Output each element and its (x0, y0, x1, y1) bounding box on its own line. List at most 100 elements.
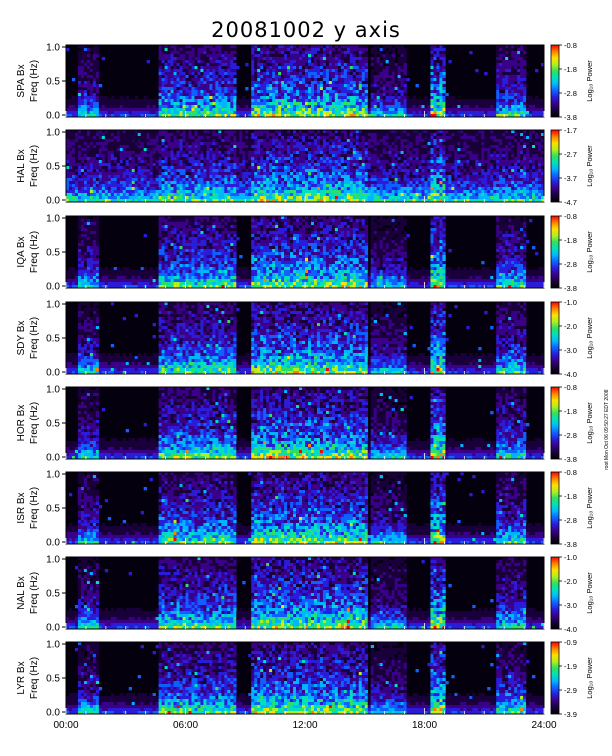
y-tick-label: 1.0 (46, 555, 60, 566)
colorbar-tick-label: -1.8 (564, 236, 577, 245)
colorbar-tick-label: -3.9 (564, 710, 577, 719)
colorbar-tick-label: -3.8 (564, 113, 577, 122)
colorbar (550, 129, 560, 203)
y-tick-label: 0.5 (46, 504, 60, 515)
colorbar-tick-label: -3.8 (564, 540, 577, 549)
timestamp-text: root Mon Oct 06 09:50:27 EDT 2008 (604, 389, 610, 470)
y-axis-label: Freq (Hz) (29, 60, 40, 102)
y-tick-label: 0.0 (46, 708, 60, 719)
colorbar (550, 471, 560, 545)
y-tick-label: 0.5 (46, 162, 60, 173)
colorbar-tick-label: -4.7 (564, 198, 577, 207)
colorbar-tick-label: -2.8 (564, 89, 577, 98)
y-tick-label: 0.5 (46, 419, 60, 430)
colorbar-tick-label: -2.9 (564, 686, 577, 695)
colorbar-tick-label: -0.8 (564, 468, 577, 477)
spectrogram-texture (66, 642, 544, 714)
colorbar-tick-label: -0.9 (564, 638, 577, 647)
y-tick-label: 1.0 (46, 214, 60, 225)
y-tick-label: 0.0 (46, 196, 60, 207)
spectrogram-texture (66, 130, 544, 202)
colorbar (550, 44, 560, 118)
station-label: ISR Bx (16, 492, 27, 523)
spectrogram-texture (66, 216, 544, 288)
x-tick-label: 12:00 (292, 720, 317, 731)
colorbar-tick-label: -1.8 (564, 407, 577, 416)
colorbar-tick-label: -3.7 (564, 174, 577, 183)
figure-title: 20081002 y axis (0, 18, 612, 42)
y-axis-label: Freq (Hz) (29, 317, 40, 359)
colorbar-tick-label: -1.0 (564, 553, 577, 562)
y-tick-label: 0.0 (46, 623, 60, 634)
colorbar-tick-label: -2.8 (564, 516, 577, 525)
colorbar-tick-label: -2.8 (564, 260, 577, 269)
colorbar (550, 641, 560, 715)
y-axis-label: Freq (Hz) (29, 231, 40, 273)
x-tick-label: 18:00 (412, 720, 437, 731)
colorbar-tick-label: -0.8 (564, 41, 577, 50)
y-axis-label: Freq (Hz) (29, 402, 40, 444)
y-tick-label: 0.5 (46, 248, 60, 259)
colorbar (550, 556, 560, 630)
colorbar-tick-label: -1.8 (564, 492, 577, 501)
y-tick-label: 0.0 (46, 538, 60, 549)
station-label: IQA Bx (16, 236, 27, 267)
x-tick-label: 06:00 (173, 720, 198, 731)
y-axis-label: Freq (Hz) (29, 572, 40, 614)
colorbar-tick-label: -2.0 (564, 322, 577, 331)
colorbar (550, 215, 560, 289)
colorbar-tick-label: -0.8 (564, 383, 577, 392)
colorbar-tick-label: -2.8 (564, 431, 577, 440)
colorbar-tick-label: -0.8 (564, 212, 577, 221)
colorbar-tick-label: -3.0 (564, 601, 577, 610)
station-label: HOR Bx (16, 405, 27, 442)
x-tick-label: 00:00 (53, 720, 78, 731)
y-tick-label: 0.5 (46, 674, 60, 685)
station-label: HAL Bx (16, 149, 27, 183)
spectrogram-texture (66, 557, 544, 629)
y-tick-label: 1.0 (46, 470, 60, 481)
y-tick-label: 1.0 (46, 128, 60, 139)
colorbar-tick-label: -1.8 (564, 65, 577, 74)
colorbar-tick-label: -3.8 (564, 455, 577, 464)
colorbar-tick-label: -1.7 (564, 126, 577, 135)
colorbar-tick-label: -3.0 (564, 346, 577, 355)
y-tick-label: 0.0 (46, 111, 60, 122)
station-label: NAL Bx (16, 576, 27, 610)
y-tick-label: 1.0 (46, 300, 60, 311)
colorbar-tick-label: -1.0 (564, 298, 577, 307)
colorbar-tick-label: -4.0 (564, 370, 577, 379)
y-axis-label: Freq (Hz) (29, 145, 40, 187)
colorbar-label: Log₁₀ Power (585, 145, 594, 187)
spectrogram-texture (66, 302, 544, 374)
spectrogram-texture (66, 472, 544, 544)
x-tick-label: 24:00 (531, 720, 556, 731)
colorbar-tick-label: -2.7 (564, 150, 577, 159)
colorbar-label: Log₁₀ Power (585, 487, 594, 529)
y-tick-label: 0.5 (46, 77, 60, 88)
colorbar-label: Log₁₀ Power (585, 572, 594, 614)
timestamp-stamp: root Mon Oct 06 09:50:27 EDT 2008 (596, 300, 610, 470)
y-tick-label: 0.5 (46, 589, 60, 600)
colorbar-tick-label: -4.0 (564, 625, 577, 634)
y-tick-label: 0.0 (46, 368, 60, 379)
colorbar-label: Log₁₀ Power (585, 231, 594, 273)
colorbar-label: Log₁₀ Power (585, 60, 594, 102)
y-axis-label: Freq (Hz) (29, 657, 40, 699)
colorbar-tick-label: -1.9 (564, 662, 577, 671)
station-label: LYR Bx (16, 661, 27, 694)
y-tick-label: 1.0 (46, 640, 60, 651)
y-tick-label: 0.5 (46, 334, 60, 345)
colorbar-label: Log₁₀ Power (585, 657, 594, 699)
y-tick-label: 1.0 (46, 385, 60, 396)
colorbar (550, 386, 560, 460)
colorbar (550, 301, 560, 375)
spectrogram-texture (66, 45, 544, 117)
colorbar-label: Log₁₀ Power (585, 402, 594, 444)
station-label: SPA Bx (16, 64, 27, 97)
spectrogram-texture (66, 387, 544, 459)
y-tick-label: 0.0 (46, 453, 60, 464)
colorbar-tick-label: -2.0 (564, 577, 577, 586)
y-tick-label: 0.0 (46, 282, 60, 293)
